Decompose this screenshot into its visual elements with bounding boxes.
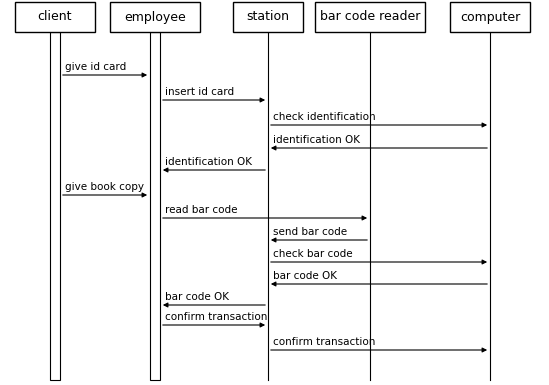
Bar	[233, 2, 303, 32]
Text: bar code OK: bar code OK	[273, 271, 337, 281]
Bar	[15, 2, 95, 32]
Text: identification OK: identification OK	[165, 157, 252, 167]
Text: identification OK: identification OK	[273, 135, 360, 145]
Text: send bar code: send bar code	[273, 227, 347, 237]
Text: confirm transaction: confirm transaction	[165, 312, 267, 322]
Text: station: station	[247, 10, 289, 23]
Bar	[110, 2, 200, 32]
Text: give id card: give id card	[65, 62, 126, 72]
Bar	[50, 32, 60, 380]
Text: client: client	[38, 10, 72, 23]
Text: read bar code: read bar code	[165, 205, 238, 215]
Text: give book copy: give book copy	[65, 182, 144, 192]
Bar	[450, 2, 530, 32]
Text: bar code reader: bar code reader	[320, 10, 420, 23]
Text: check bar code: check bar code	[273, 249, 352, 259]
Text: insert id card: insert id card	[165, 87, 234, 97]
Bar	[315, 2, 425, 32]
Text: employee: employee	[124, 10, 186, 23]
Text: check identification: check identification	[273, 112, 376, 122]
Bar	[150, 32, 160, 380]
Text: confirm transaction: confirm transaction	[273, 337, 376, 347]
Text: computer: computer	[460, 10, 520, 23]
Text: bar code OK: bar code OK	[165, 292, 229, 302]
